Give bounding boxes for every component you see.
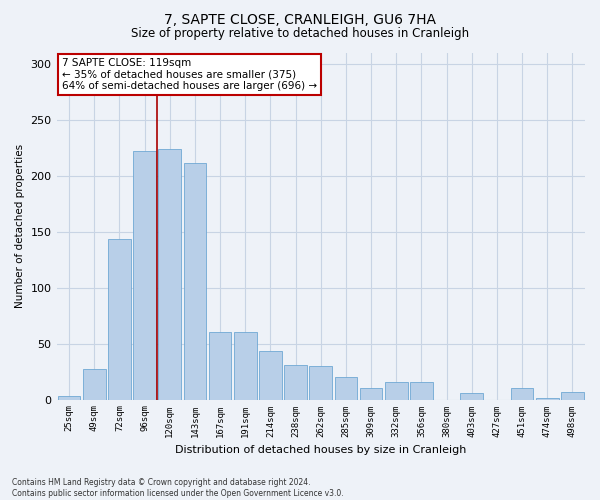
Y-axis label: Number of detached properties: Number of detached properties (15, 144, 25, 308)
Bar (561, 392, 584, 400)
Bar (536, 398, 559, 400)
Bar (335, 377, 357, 400)
Bar (360, 388, 382, 400)
Bar (460, 393, 483, 400)
Bar (234, 332, 257, 400)
Bar (284, 365, 307, 400)
Bar (385, 382, 407, 400)
Bar (158, 149, 181, 400)
Text: Contains HM Land Registry data © Crown copyright and database right 2024.
Contai: Contains HM Land Registry data © Crown c… (12, 478, 344, 498)
Bar (511, 388, 533, 400)
Bar (184, 164, 206, 400)
Bar (108, 240, 131, 400)
Bar (259, 352, 282, 400)
Bar (58, 396, 80, 400)
Bar (83, 370, 106, 400)
Text: 7 SAPTE CLOSE: 119sqm
← 35% of detached houses are smaller (375)
64% of semi-det: 7 SAPTE CLOSE: 119sqm ← 35% of detached … (62, 58, 317, 91)
Text: 7, SAPTE CLOSE, CRANLEIGH, GU6 7HA: 7, SAPTE CLOSE, CRANLEIGH, GU6 7HA (164, 12, 436, 26)
Bar (410, 382, 433, 400)
Bar (133, 151, 156, 400)
Bar (209, 332, 232, 400)
X-axis label: Distribution of detached houses by size in Cranleigh: Distribution of detached houses by size … (175, 445, 466, 455)
Bar (310, 366, 332, 400)
Text: Size of property relative to detached houses in Cranleigh: Size of property relative to detached ho… (131, 28, 469, 40)
